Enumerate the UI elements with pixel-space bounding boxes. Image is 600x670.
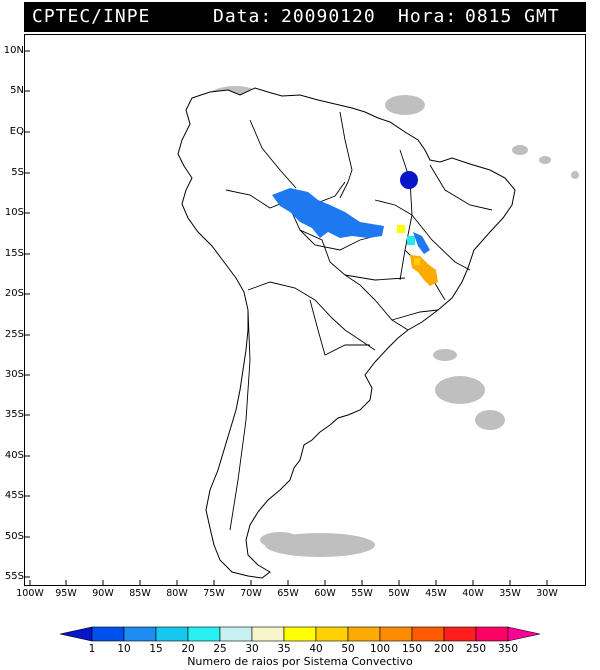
legend-label: 35	[277, 643, 291, 655]
date-value: 20090120	[281, 6, 376, 27]
title-bar: CPTEC/INPE Data: 20090120 Hora: 0815 GMT	[24, 2, 586, 32]
lon-label: 90W	[92, 588, 114, 599]
country-borders	[225, 111, 493, 531]
lat-label: 55S	[4, 571, 24, 582]
lon-label: 70W	[240, 588, 262, 599]
lon-label: 80W	[166, 588, 188, 599]
lon-label: 75W	[203, 588, 225, 599]
convective-systems	[272, 171, 438, 286]
legend-label: 40	[309, 643, 323, 655]
time-label: Hora:	[398, 6, 458, 27]
legend-swatch-5	[219, 626, 253, 642]
lat-label: 5N	[10, 85, 24, 96]
lon-label: 60W	[314, 588, 336, 599]
lon-label: 95W	[55, 588, 77, 599]
lat-tick-marks	[25, 50, 30, 578]
lat-label: 45S	[4, 490, 24, 501]
lat-label: 10S	[4, 207, 24, 218]
lat-label: 25S	[4, 329, 24, 340]
legend-label: 15	[149, 643, 163, 655]
legend-swatch-6	[251, 626, 285, 642]
legend-swatch-4	[187, 626, 221, 642]
legend-swatch-11	[411, 626, 445, 642]
legend-swatch-8	[315, 626, 349, 642]
central-cell-yellow	[397, 225, 405, 233]
legend-caption: Numero de raios por Sistema Convectivo	[187, 655, 413, 668]
amazon-system	[272, 188, 384, 238]
legend-label: 25	[213, 643, 227, 655]
lon-label: 40W	[462, 588, 484, 599]
lat-label: 5S	[11, 167, 24, 178]
central-cell-blue	[413, 232, 430, 254]
lon-label: 35W	[499, 588, 521, 599]
lon-label: 100W	[16, 588, 44, 599]
lat-label: 40S	[4, 450, 24, 461]
legend-swatch-2	[123, 626, 157, 642]
legend-colorbar	[59, 626, 541, 642]
lon-label: 85W	[129, 588, 151, 599]
legend-label: 100	[369, 643, 391, 655]
legend-label: 200	[433, 643, 455, 655]
agency-label: CPTEC/INPE	[32, 6, 151, 27]
legend-label: 50	[341, 643, 355, 655]
lon-label: 50W	[388, 588, 410, 599]
lon-label: 45W	[425, 588, 447, 599]
legend-label: 1	[88, 643, 96, 655]
date-label: Data:	[213, 6, 273, 27]
legend-swatch-1	[91, 626, 125, 642]
legend-swatch-7	[283, 626, 317, 642]
legend-label: 20	[181, 643, 195, 655]
lon-label: 55W	[351, 588, 373, 599]
lat-label: EQ	[9, 126, 24, 137]
lon-label: 65W	[277, 588, 299, 599]
time-value: 0815 GMT	[465, 6, 560, 27]
legend-label: 10	[117, 643, 131, 655]
central-cell-cyan	[407, 236, 415, 245]
legend-label: 150	[401, 643, 423, 655]
legend-swatch-12	[443, 626, 477, 642]
legend-swatch-10	[379, 626, 413, 642]
continent-outline	[177, 87, 516, 579]
legend-swatch-13	[475, 626, 509, 642]
lon-tick-marks	[29, 580, 548, 585]
lat-label: 20S	[4, 288, 24, 299]
legend-label: 350	[497, 643, 519, 655]
lat-label: 35S	[4, 409, 24, 420]
legend-arrow-right	[507, 626, 541, 642]
legend-swatch-3	[155, 626, 189, 642]
legend-label: 30	[245, 643, 259, 655]
lat-label: 10N	[3, 45, 24, 56]
southeast-core	[414, 258, 420, 265]
lat-label: 30S	[4, 369, 24, 380]
legend-label: 250	[465, 643, 487, 655]
legend-arrow-left	[59, 626, 93, 642]
lat-label: 50S	[4, 531, 24, 542]
legend-swatch-9	[347, 626, 381, 642]
northeast-cell	[400, 171, 418, 189]
lat-label: 15S	[4, 248, 24, 259]
lon-label: 30W	[536, 588, 558, 599]
